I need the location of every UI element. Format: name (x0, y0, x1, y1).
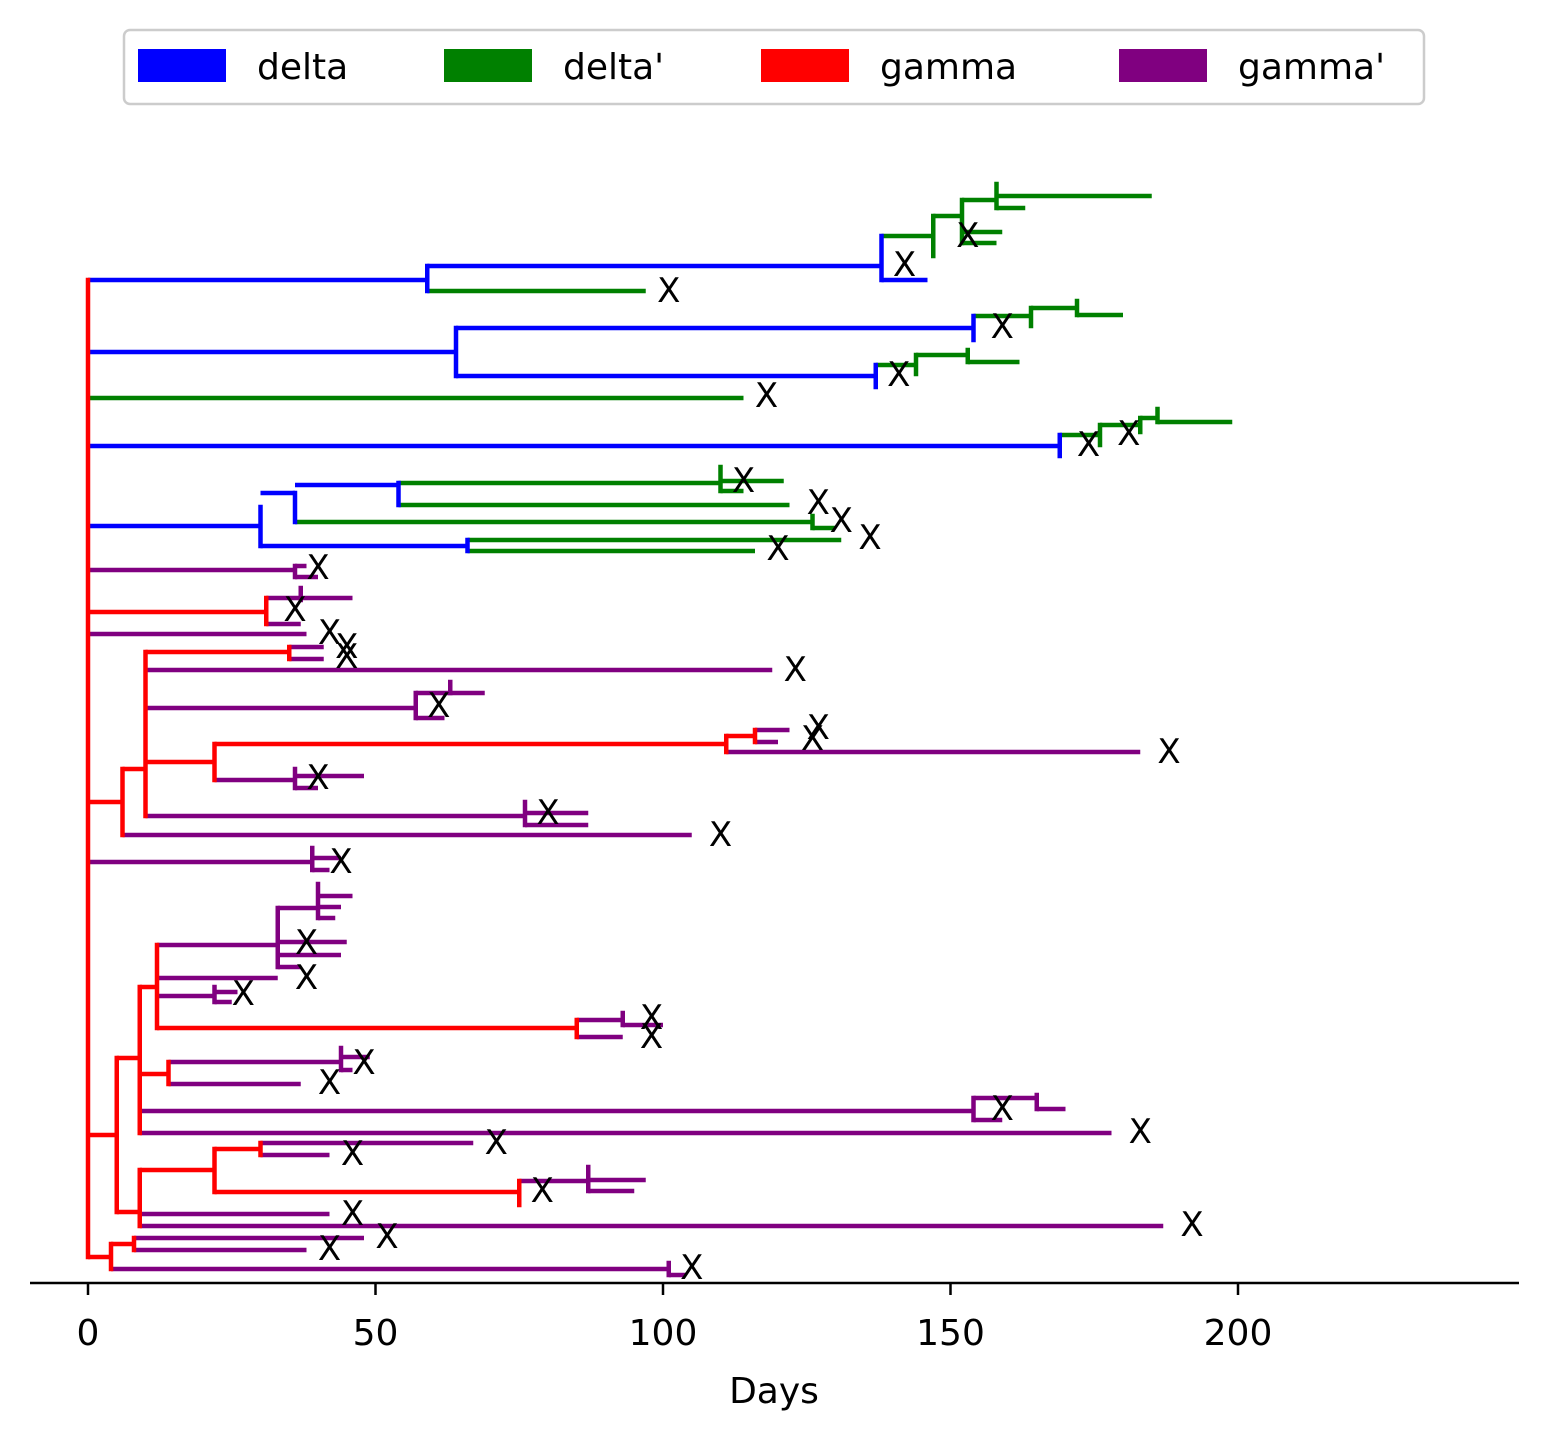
extinction-marker: X (1117, 414, 1140, 454)
extinction-marker: X (295, 923, 318, 963)
extinction-marker: X (991, 1089, 1014, 1129)
extinction-marker: X (318, 1229, 341, 1269)
extinction-marker: X (801, 719, 824, 759)
extinction-marker: X (318, 613, 341, 653)
extinction-marker: X (329, 842, 352, 882)
extinction-marker: X (335, 637, 358, 677)
extinction-marker: X (318, 1063, 341, 1103)
extinction-marker: X (1129, 1112, 1152, 1152)
extinction-marker: X (807, 483, 830, 523)
legend: delta delta' gamma gamma' (122, 28, 1426, 106)
tree-branches (85, 181, 1233, 1278)
extinction-marker: X (640, 1017, 663, 1057)
extinction-marker: X (335, 627, 358, 667)
extinction-marker: X (1157, 732, 1180, 772)
extinction-marker: X (784, 650, 807, 690)
legend-swatch (1119, 49, 1207, 82)
extinction-marker: X (427, 686, 450, 726)
x-axis-ticks: 0 50 100 150 200 (77, 1283, 1273, 1354)
extinction-marker: X (1180, 1205, 1203, 1245)
x-tick-label: 100 (629, 1313, 698, 1354)
extinction-marker: X (485, 1123, 508, 1163)
extinction-marker: X (295, 958, 318, 998)
extinction-marker: X (991, 307, 1014, 347)
x-tick-label: 200 (1204, 1313, 1273, 1354)
extinction-marker: X (352, 1043, 375, 1083)
extinction-marker: X (341, 1194, 364, 1234)
x-tick-label: 0 (77, 1313, 100, 1354)
legend-label: delta (257, 47, 348, 88)
x-axis-label: Days (729, 1371, 819, 1412)
extinction-marker: X (306, 548, 329, 588)
extinction-marker: X (807, 708, 830, 748)
extinction-marker: X (893, 245, 916, 285)
extinction-marker: X (536, 793, 559, 833)
legend-label: gamma (880, 47, 1017, 88)
extinction-marker: X (887, 355, 910, 395)
extinction-marker: X (232, 974, 255, 1014)
extinction-marker: X (858, 518, 881, 558)
legend-swatch (761, 49, 849, 82)
legend-label: gamma' (1238, 47, 1385, 88)
extinction-marker: X (341, 1134, 364, 1174)
extinction-marker: X (306, 758, 329, 798)
extinction-marker: X (709, 815, 732, 855)
extinction-marker: X (531, 1171, 554, 1211)
extinction-marker: X (680, 1248, 703, 1288)
extinction-marker: X (657, 271, 680, 311)
x-tick-label: 50 (353, 1313, 399, 1354)
x-tick-label: 150 (916, 1313, 985, 1354)
extinction-marker: X (640, 998, 663, 1038)
extinction-marker: X (766, 529, 789, 569)
extinction-marker: X (375, 1217, 398, 1257)
legend-swatch (138, 49, 226, 82)
extinction-marker: X (830, 501, 853, 541)
extinction-marker: X (1077, 425, 1100, 465)
legend-swatch (444, 49, 532, 82)
extinction-marker: X (283, 590, 306, 630)
extinction-marker: X (956, 216, 979, 256)
extinction-marker: X (755, 376, 778, 416)
legend-label: delta' (563, 47, 664, 88)
extinction-marker: X (732, 461, 755, 501)
